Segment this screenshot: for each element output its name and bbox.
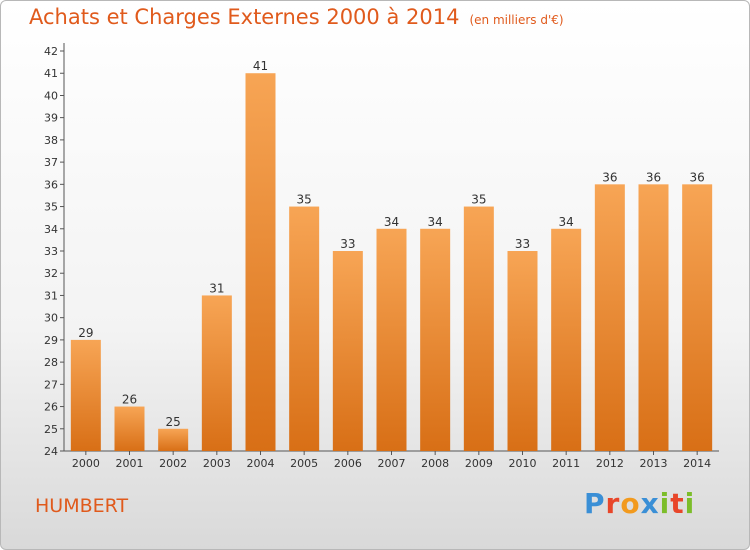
title-text: Achats et Charges Externes 2000 à 2014 bbox=[29, 5, 460, 29]
bar-value-label: 36 bbox=[602, 170, 617, 184]
bar-value-label: 41 bbox=[253, 59, 268, 73]
bar-2001 bbox=[114, 406, 145, 451]
bar-value-label: 33 bbox=[340, 237, 355, 251]
logo-letter: x bbox=[640, 487, 660, 520]
y-tick-label: 25 bbox=[44, 423, 58, 436]
y-tick-label: 28 bbox=[44, 356, 58, 369]
y-tick-label: 30 bbox=[44, 312, 58, 325]
x-tick-label: 2005 bbox=[290, 457, 318, 470]
bar-2012 bbox=[594, 184, 625, 452]
y-tick-label: 26 bbox=[44, 401, 58, 414]
logo-letter: i bbox=[659, 487, 671, 520]
bar-value-label: 26 bbox=[122, 393, 137, 407]
bar-value-label: 29 bbox=[78, 326, 93, 340]
y-tick-label: 41 bbox=[44, 67, 58, 80]
y-tick-label: 37 bbox=[44, 156, 58, 169]
y-tick-label: 31 bbox=[44, 289, 58, 302]
x-tick-label: 2004 bbox=[247, 457, 275, 470]
y-tick-label: 36 bbox=[44, 178, 58, 191]
bar-value-label: 34 bbox=[559, 215, 574, 229]
bar-value-label: 31 bbox=[209, 281, 224, 295]
bar-value-label: 34 bbox=[428, 215, 443, 229]
y-tick-label: 39 bbox=[44, 112, 58, 125]
y-tick-label: 42 bbox=[44, 45, 58, 58]
logo-letter: P bbox=[584, 487, 606, 520]
y-tick-label: 32 bbox=[44, 267, 58, 280]
y-tick-label: 24 bbox=[44, 445, 58, 458]
bar-value-label: 25 bbox=[166, 415, 181, 429]
x-tick-label: 2002 bbox=[159, 457, 187, 470]
bar-2003 bbox=[201, 295, 232, 451]
logo-letter: r bbox=[605, 487, 621, 520]
y-tick-label: 38 bbox=[44, 134, 58, 147]
y-tick-label: 34 bbox=[44, 223, 58, 236]
x-tick-label: 2006 bbox=[334, 457, 362, 470]
logo-letter: o bbox=[620, 487, 641, 520]
bar-2005 bbox=[289, 206, 320, 451]
commune-name: HUMBERT bbox=[35, 495, 129, 517]
bar-value-label: 33 bbox=[515, 237, 530, 251]
logo-letter: t bbox=[670, 487, 685, 520]
x-tick-label: 2011 bbox=[552, 457, 580, 470]
bar-2008 bbox=[420, 228, 451, 451]
proxiti-logo: Proxiti bbox=[584, 487, 695, 520]
bar-2006 bbox=[332, 251, 363, 451]
chart-title: Achats et Charges Externes 2000 à 2014 (e… bbox=[29, 5, 564, 29]
x-tick-label: 2009 bbox=[465, 457, 493, 470]
logo-letter: i bbox=[684, 487, 696, 520]
title-unit: (en milliers d'€) bbox=[469, 13, 564, 27]
x-tick-label: 2007 bbox=[378, 457, 406, 470]
x-tick-label: 2008 bbox=[421, 457, 449, 470]
bar-2009 bbox=[463, 206, 494, 451]
bar-2010 bbox=[507, 251, 538, 451]
x-tick-label: 2001 bbox=[116, 457, 144, 470]
bar-2014 bbox=[682, 184, 713, 452]
bar-2004 bbox=[245, 73, 276, 451]
bar-value-label: 36 bbox=[690, 170, 705, 184]
bar-value-label: 36 bbox=[646, 170, 661, 184]
bar-value-label: 34 bbox=[384, 215, 399, 229]
bar-2002 bbox=[158, 428, 189, 451]
bar-value-label: 35 bbox=[471, 193, 486, 207]
bar-2000 bbox=[70, 339, 101, 451]
y-tick-label: 40 bbox=[44, 89, 58, 102]
x-tick-label: 2014 bbox=[683, 457, 711, 470]
bar-2013 bbox=[638, 184, 669, 452]
x-tick-label: 2013 bbox=[640, 457, 668, 470]
bar-2007 bbox=[376, 228, 407, 451]
y-tick-label: 33 bbox=[44, 245, 58, 258]
y-tick-label: 35 bbox=[44, 201, 58, 214]
x-tick-label: 2012 bbox=[596, 457, 624, 470]
bar-2011 bbox=[551, 228, 582, 451]
x-tick-label: 2000 bbox=[72, 457, 100, 470]
y-tick-label: 27 bbox=[44, 378, 58, 391]
y-tick-label: 29 bbox=[44, 334, 58, 347]
bar-value-label: 35 bbox=[297, 193, 312, 207]
x-tick-label: 2003 bbox=[203, 457, 231, 470]
x-tick-label: 2010 bbox=[509, 457, 537, 470]
